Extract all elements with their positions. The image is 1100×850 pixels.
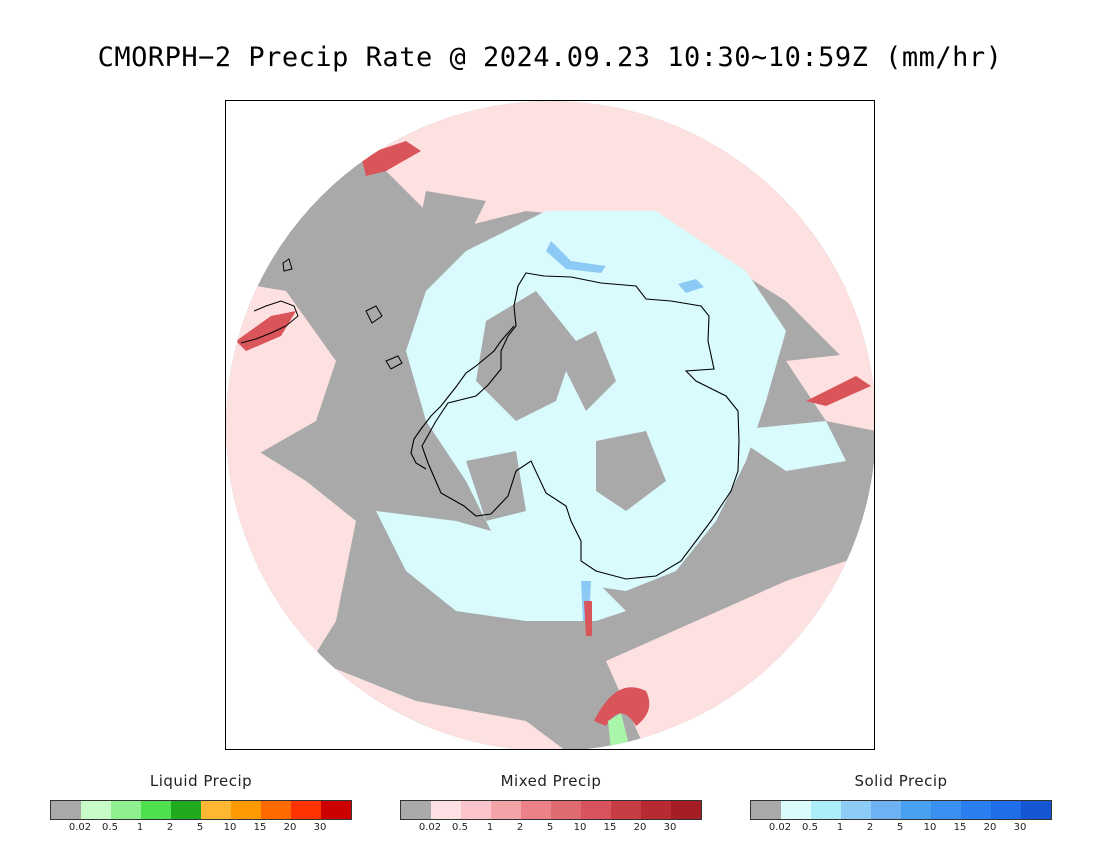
legend-swatch: [431, 801, 461, 819]
legend-swatch: [841, 801, 871, 819]
legend-tick-label: 30: [1013, 822, 1027, 833]
legend-swatch: [671, 801, 701, 819]
antarctica-coastline: [421, 272, 740, 580]
legend-liquid-precip: Liquid Precip 0.02 0.5 1 2 5 10 15 20 30: [50, 772, 352, 842]
legend-swatch: [901, 801, 931, 819]
legend-swatch: [781, 801, 811, 819]
mixed-heavy-band-east: [806, 376, 871, 406]
legend-tick-label: 15: [253, 822, 267, 833]
no-precip-patch-2: [556, 331, 616, 411]
legend-swatch: [931, 801, 961, 819]
legend-swatch: [641, 801, 671, 819]
legend-ticks: 0.02 0.5 1 2 5 10 15 20 30: [50, 822, 352, 836]
legend-swatch: [81, 801, 111, 819]
legend-tick-label: 0.02: [768, 822, 792, 833]
legend-tick-label: 30: [663, 822, 677, 833]
no-precip-patch-4: [596, 431, 666, 511]
legend-title: Solid Precip: [854, 772, 948, 790]
legend-swatch: [521, 801, 551, 819]
precip-field: [226, 101, 874, 749]
legend-swatch: [461, 801, 491, 819]
mixed-heavy-band-west: [236, 311, 296, 351]
chart-title: CMORPH−2 Precip Rate @ 2024.09.23 10:30∼…: [97, 42, 1003, 73]
map-canvas: [226, 101, 874, 749]
legend-mixed-precip: Mixed Precip 0.02 0.5 1 2 5 10 15 20 30: [400, 772, 702, 842]
legend-tick-label: 2: [166, 822, 174, 833]
legend-swatch: [321, 801, 351, 819]
legend-tick-label: 2: [866, 822, 874, 833]
legend-swatch: [961, 801, 991, 819]
legend-swatches: [400, 800, 702, 820]
legend-tick-label: 0.5: [802, 822, 818, 833]
legend-ticks: 0.02 0.5 1 2 5 10 15 20 30: [750, 822, 1052, 836]
legend-tick-label: 20: [983, 822, 997, 833]
legend-title: Mixed Precip: [500, 772, 602, 790]
legend-ticks: 0.02 0.5 1 2 5 10 15 20 30: [400, 822, 702, 836]
legend-swatches: [50, 800, 352, 820]
legend-swatch: [261, 801, 291, 819]
legend-tick-label: 2: [516, 822, 524, 833]
no-precip-patch-1: [476, 291, 576, 421]
legend-tick-label: 1: [136, 822, 144, 833]
legend-swatch: [991, 801, 1021, 819]
legend-swatch: [811, 801, 841, 819]
legend-swatches: [750, 800, 1052, 820]
legend-tick-label: 10: [923, 822, 937, 833]
legend-tick-label: 20: [283, 822, 297, 833]
legend-tick-label: 0.5: [452, 822, 468, 833]
legend-tick-label: 1: [486, 822, 494, 833]
legend-tick-label: 0.02: [418, 822, 442, 833]
legend-tick-label: 10: [223, 822, 237, 833]
legend-swatch: [1021, 801, 1051, 819]
no-precip-patch-5: [416, 191, 486, 241]
legend-title: Liquid Precip: [149, 772, 253, 790]
mixed-light-region-west: [226, 281, 336, 461]
island-coastline-2: [365, 305, 383, 324]
legend-tick-label: 20: [633, 822, 647, 833]
legend-tick-label: 5: [546, 822, 554, 833]
mixed-heavy-ring-south: [594, 687, 650, 726]
island-coastline-3: [282, 258, 293, 272]
legend-swatch: [111, 801, 141, 819]
legend-swatch: [581, 801, 611, 819]
legend-swatch: [401, 801, 431, 819]
legend-tick-label: 5: [896, 822, 904, 833]
legend-tick-label: 10: [573, 822, 587, 833]
legend-swatch: [551, 801, 581, 819]
solid-mid-streak-1: [546, 241, 606, 273]
legend-swatch: [491, 801, 521, 819]
solid-light-region-east: [726, 421, 846, 471]
mixed-heavy-streak-south: [584, 601, 592, 636]
solid-light-region-south: [376, 511, 626, 621]
legend-tick-label: 1: [836, 822, 844, 833]
legend-tick-label: 5: [196, 822, 204, 833]
island-coastline-1: [385, 355, 403, 370]
legend-swatch: [201, 801, 231, 819]
legend-swatch: [51, 801, 81, 819]
legend-swatch: [171, 801, 201, 819]
liquid-light-patch-south: [608, 713, 628, 749]
legend-swatch: [751, 801, 781, 819]
legend-tick-label: 30: [313, 822, 327, 833]
legend-swatch: [231, 801, 261, 819]
antarctic-peninsula: [410, 325, 515, 470]
legend-tick-label: 15: [603, 822, 617, 833]
legend-solid-precip: Solid Precip 0.02 0.5 1 2 5 10 15 20 30: [750, 772, 1052, 842]
legend-tick-label: 0.5: [102, 822, 118, 833]
south-america-tip: [240, 300, 299, 344]
legend-tick-label: 15: [953, 822, 967, 833]
mixed-heavy-band-northwest: [361, 141, 421, 176]
legend-swatch: [611, 801, 641, 819]
no-precip-patch-3: [466, 451, 526, 521]
solid-mid-streak-2: [678, 279, 704, 293]
legend-swatch: [291, 801, 321, 819]
mixed-light-region-north: [376, 101, 874, 431]
legend-swatch: [871, 801, 901, 819]
polar-map: [225, 100, 875, 750]
legend-tick-label: 0.02: [68, 822, 92, 833]
legend-swatch: [141, 801, 171, 819]
